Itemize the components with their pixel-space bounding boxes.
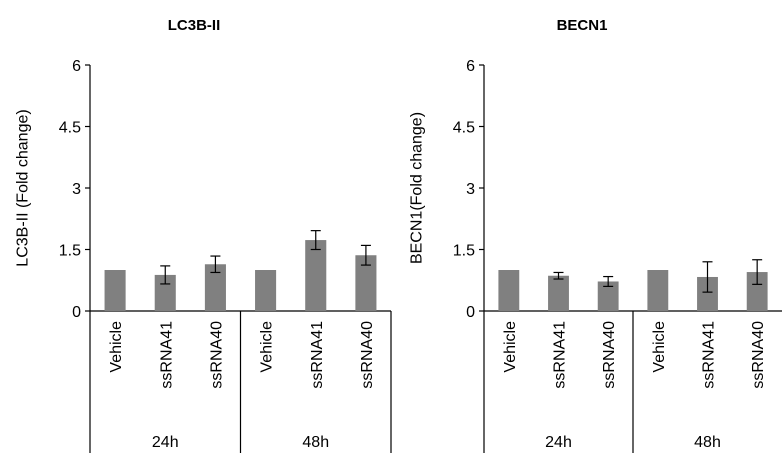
x-category-label: Vehicle (108, 321, 125, 373)
error-bar-5 (310, 230, 321, 251)
y-tick-label: 3 (72, 181, 81, 198)
chart-panel-becn1: BECN1 BECN1(Fold change) 0 1.5 3 4.5 6 Vehicle s… (409, 17, 782, 453)
error-bar-3 (210, 255, 221, 274)
error-bar-2 (553, 271, 564, 280)
x-category-label: ssRNA41 (552, 321, 569, 389)
x-category-label: ssRNA40 (208, 321, 225, 389)
y-axis-label: LC3B-II (Fold change) (15, 109, 32, 266)
x-category-label: ssRNA40 (601, 321, 618, 389)
y-tick-label: 1.5 (59, 243, 81, 260)
group-label: 24h (152, 434, 179, 451)
error-bar-3 (603, 275, 614, 287)
bar-3 (204, 264, 226, 311)
bar-3 (597, 281, 619, 311)
group-label: 48h (694, 434, 721, 451)
y-tick-label: 4.5 (453, 120, 475, 137)
y-tick-label: 1.5 (453, 243, 475, 260)
bar-2 (548, 275, 569, 311)
bar-6 (746, 272, 768, 311)
bar-1 (104, 270, 126, 311)
y-tick-label: 6 (72, 58, 81, 75)
x-category-label: ssRNA41 (701, 321, 718, 389)
chart-title: LC3B-II (168, 17, 221, 34)
x-category-label: ssRNA41 (309, 321, 326, 389)
y-tick-label: 3 (466, 181, 475, 198)
x-category-label: Vehicle (651, 321, 668, 373)
error-bar-5 (702, 261, 713, 293)
bar-4 (255, 270, 277, 311)
x-category-label: Vehicle (502, 321, 519, 373)
bar-4 (647, 270, 669, 311)
y-axis-label: BECN1(Fold change) (409, 112, 426, 264)
x-category-label: Vehicle (259, 321, 276, 373)
x-category-label: ssRNA40 (750, 321, 767, 389)
error-bar-6 (360, 244, 371, 266)
y-tick-label: 6 (466, 58, 475, 75)
bar-6 (355, 255, 377, 311)
group-label: 24h (545, 434, 572, 451)
chart-panel-lc3b: LC3B-II LC3B-II (Fold change) 0 1.5 3 4.5 6 Veh… (15, 17, 392, 453)
bar-5 (697, 276, 718, 311)
chart-title: BECN1 (557, 17, 608, 34)
error-bar-6 (752, 259, 763, 285)
bar-1 (498, 270, 520, 311)
group-label: 48h (302, 434, 329, 451)
y-tick-label: 4.5 (59, 120, 81, 137)
y-tick-label: 0 (72, 304, 81, 321)
error-bar-2 (160, 265, 171, 285)
x-category-label: ssRNA41 (158, 321, 175, 389)
x-category-label: ssRNA40 (359, 321, 376, 389)
y-tick-label: 0 (466, 304, 475, 321)
bar-2 (154, 274, 176, 311)
bar-5 (305, 240, 327, 311)
